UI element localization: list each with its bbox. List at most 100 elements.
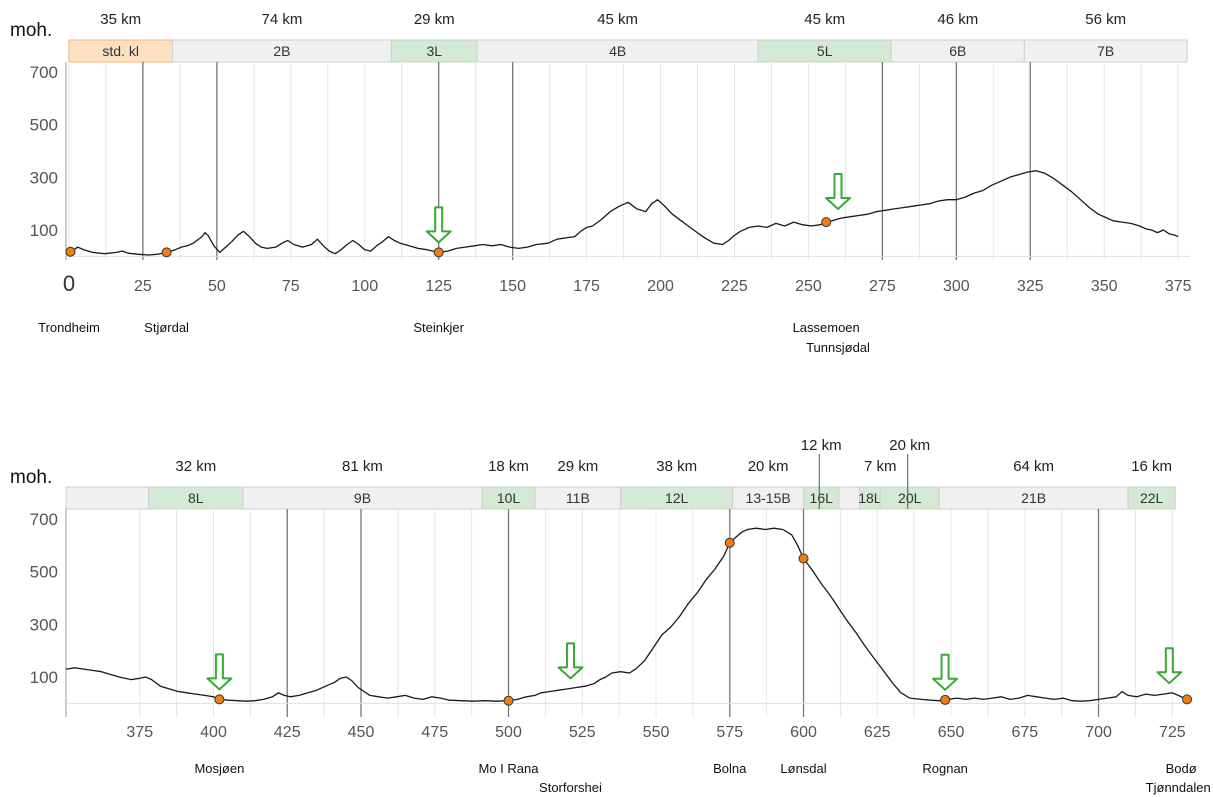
segment-label: 13-15B — [746, 490, 791, 506]
x-tick-label: 600 — [790, 724, 817, 741]
elevation-chart-2: moh. 8L 32 km 9B 81 km 10L 18 km 11B 29 km 12L 38 … — [10, 437, 1211, 795]
x-tick-label: 525 — [569, 724, 596, 741]
place-name: Tjønndalen — [1146, 780, 1211, 795]
x-tick-label: 225 — [721, 278, 748, 295]
x-tick-label: 200 — [647, 278, 674, 295]
elevation-profile-line — [68, 170, 1179, 256]
segment-distance: 74 km — [261, 11, 302, 28]
place-name: Lassemoen — [793, 320, 860, 335]
segment-label: std. kl — [102, 43, 139, 59]
segment-band — [838, 486, 861, 510]
location-marker — [65, 246, 76, 257]
segment-distance: 56 km — [1085, 11, 1126, 28]
location-marker — [724, 537, 735, 548]
x-tick-label: 25 — [134, 278, 152, 295]
elevation-profile-line — [65, 527, 1188, 702]
x-tick-label: 75 — [282, 278, 300, 295]
x-tick-label: 375 — [1165, 278, 1192, 295]
x-tick-label: 450 — [348, 724, 375, 741]
x-tick-label: 725 — [1159, 724, 1186, 741]
down-arrow-icon — [206, 653, 233, 691]
place-name: Steinkjer — [413, 320, 464, 335]
segment-distance: 35 km — [100, 11, 141, 28]
place-name: Storforshei — [539, 780, 602, 795]
segment-label: 11B — [566, 490, 590, 506]
segment-band — [1127, 486, 1176, 510]
y-axis-label: moh. — [10, 467, 52, 488]
segment-band — [1023, 39, 1188, 63]
segment-distance: 45 km — [597, 11, 638, 28]
down-arrow-icon — [557, 642, 584, 680]
x-tick-label: 50 — [208, 278, 226, 295]
x-tick-label: 300 — [943, 278, 970, 295]
segment-label: 9B — [354, 490, 371, 506]
segment-distance: 32 km — [175, 458, 216, 475]
place-name: Bodø — [1166, 761, 1197, 776]
elevation-chart-1: moh. std. kl 35 km 2B 74 km 3L 29 km 4B 45 km 5L 4… — [10, 11, 1192, 355]
segment-distance: 7 km — [864, 458, 897, 475]
segment-distance: 20 km — [889, 437, 930, 454]
segment-label: 21B — [1021, 490, 1046, 506]
y-tick-label: 500 — [30, 116, 58, 135]
segment-label: 16L — [810, 490, 834, 506]
segment-distance: 16 km — [1131, 458, 1172, 475]
segment-distance: 12 km — [801, 437, 842, 454]
x-tick-label: 175 — [573, 278, 600, 295]
segment-label: 10L — [497, 490, 521, 506]
y-tick-label: 100 — [30, 221, 58, 240]
x-tick-label: 275 — [869, 278, 896, 295]
x-tick-label: 425 — [274, 724, 301, 741]
segment-distance: 18 km — [488, 458, 529, 475]
location-marker — [940, 694, 951, 705]
segment-distance: 64 km — [1013, 458, 1054, 475]
segment-label: 6B — [949, 43, 966, 59]
location-marker — [821, 217, 832, 228]
place-name: Lønsdal — [780, 761, 826, 776]
x-tick-label: 250 — [795, 278, 822, 295]
down-arrow-icon — [932, 653, 959, 691]
x-tick-label: 650 — [938, 724, 965, 741]
x-tick-label: 0 — [63, 271, 75, 296]
y-tick-label: 100 — [30, 668, 58, 687]
y-tick-label: 700 — [30, 63, 58, 82]
y-axis-label: moh. — [10, 20, 52, 41]
segment-label: 20L — [898, 490, 922, 506]
location-marker — [1182, 694, 1193, 705]
down-arrow-icon — [825, 173, 851, 210]
place-name: Stjørdal — [144, 320, 189, 335]
segment-distance: 38 km — [656, 458, 697, 475]
segment-label: 18L — [858, 490, 882, 506]
segment-label: 7B — [1097, 43, 1114, 59]
segment-label: 3L — [426, 43, 442, 59]
segment-label: 12L — [665, 490, 689, 506]
x-tick-label: 575 — [716, 724, 743, 741]
segment-label: 8L — [188, 490, 204, 506]
y-tick-label: 300 — [30, 168, 58, 187]
place-name: Mo I Rana — [479, 761, 540, 776]
place-name: Tunnsjødal — [806, 340, 870, 355]
segment-distance: 46 km — [937, 11, 978, 28]
down-arrow-icon — [1156, 647, 1183, 685]
y-tick-label: 700 — [30, 510, 58, 529]
y-tick-label: 500 — [30, 563, 58, 582]
x-tick-label: 550 — [643, 724, 670, 741]
x-tick-label: 325 — [1017, 278, 1044, 295]
x-tick-label: 125 — [425, 278, 452, 295]
x-tick-label: 500 — [495, 724, 522, 741]
place-name: Rognan — [922, 761, 968, 776]
x-tick-label: 625 — [864, 724, 891, 741]
segment-label: 22L — [1140, 490, 1164, 506]
x-tick-label: 150 — [499, 278, 526, 295]
location-marker — [214, 694, 225, 705]
x-tick-label: 675 — [1011, 724, 1038, 741]
segment-distance: 29 km — [557, 458, 598, 475]
location-marker — [161, 247, 172, 258]
place-name: Mosjøen — [194, 761, 244, 776]
place-name: Trondheim — [38, 320, 100, 335]
x-tick-label: 400 — [200, 724, 227, 741]
segment-band — [65, 486, 150, 510]
y-tick-label: 300 — [30, 615, 58, 634]
x-tick-label: 350 — [1091, 278, 1118, 295]
location-marker — [433, 247, 444, 258]
x-tick-label: 375 — [126, 724, 153, 741]
